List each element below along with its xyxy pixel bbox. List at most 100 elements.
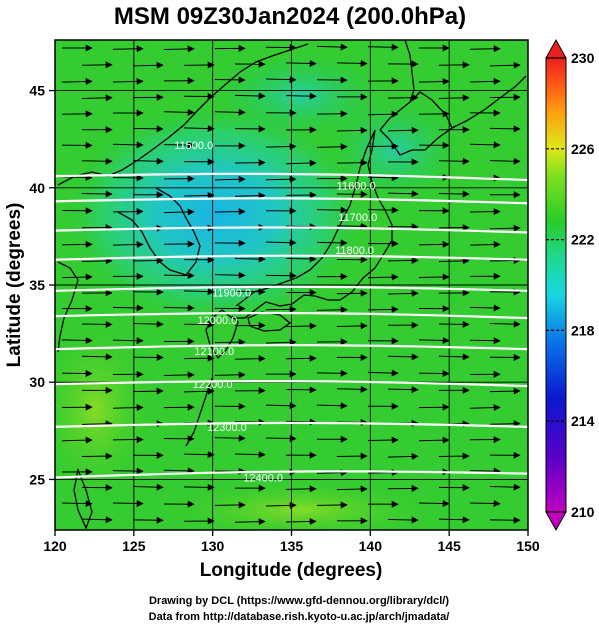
- wind-arrow: [265, 338, 297, 346]
- wind-arrow: [285, 322, 317, 330]
- wind-arrow: [163, 45, 195, 53]
- coastline-japan-main: [221, 129, 393, 319]
- wind-arrow: [367, 436, 399, 444]
- x-tick-label: 135: [280, 538, 304, 554]
- contour-line: [55, 470, 528, 479]
- wind-arrow: [367, 273, 399, 281]
- wind-arrow: [316, 306, 348, 314]
- contour-label: 11500.0: [174, 140, 213, 152]
- wind-arrow: [163, 403, 195, 411]
- wind-arrow: [81, 452, 113, 460]
- contour-line: [55, 197, 528, 205]
- wind-arrow: [132, 257, 164, 265]
- wind-arrow: [418, 78, 450, 86]
- wind-arrow: [336, 222, 368, 230]
- wind-arrow: [316, 43, 348, 51]
- wind-arrow: [183, 483, 215, 491]
- wind-arrow: [61, 110, 93, 118]
- wind-arrow: [163, 371, 195, 379]
- wind-arrow: [316, 402, 348, 410]
- x-tick-label: 120: [43, 538, 67, 554]
- colorbar: 210 214 218 222 226 230: [545, 38, 595, 532]
- wind-arrow: [81, 94, 113, 102]
- wind-arrow: [387, 353, 419, 361]
- wind-arrow: [285, 159, 317, 167]
- wind-arrow: [438, 353, 470, 361]
- wind-arrow: [132, 387, 164, 395]
- contour-label: 11900.0: [212, 288, 251, 300]
- wind-arrow: [438, 257, 470, 265]
- wind-arrow: [316, 469, 348, 477]
- footer-credit: Drawing by DCL (https://www.gfd-dennou.o…: [149, 595, 449, 607]
- colorbar-tick-label: 210: [571, 504, 595, 520]
- wind-arrow: [438, 452, 470, 460]
- coastline-sakhalin: [404, 40, 415, 103]
- contour-line: [55, 254, 528, 261]
- wind-arrow: [81, 353, 113, 361]
- wind-arrow: [336, 485, 368, 493]
- colorbar-tick-label: 230: [571, 50, 595, 66]
- coastline-korea: [117, 187, 201, 276]
- wind-arrow: [81, 157, 113, 165]
- wind-arrow: [489, 61, 521, 69]
- wind-arrow: [214, 76, 246, 84]
- y-tick-label: 25: [29, 471, 45, 487]
- wind-arrow: [112, 241, 144, 249]
- wind-arrow: [418, 240, 450, 248]
- wind-arrow: [214, 371, 246, 379]
- wind-arrow: [214, 271, 246, 279]
- wind-arrow: [61, 240, 93, 248]
- wind-arrow: [163, 141, 195, 149]
- colorbar-gradient: [545, 57, 567, 513]
- wind-arrow: [163, 272, 195, 280]
- warm-shading-southwest: [55, 320, 155, 500]
- wind-arrow: [489, 320, 521, 328]
- chart-title: MSM 09Z30Jan2024 (200.0hPa): [114, 3, 466, 30]
- wind-arrow: [336, 289, 368, 297]
- wind-arrow: [112, 304, 144, 312]
- wind-arrow: [469, 77, 501, 85]
- contour-label: 11700.0: [338, 212, 377, 224]
- wind-arrow: [438, 190, 470, 198]
- wind-arrow: [387, 94, 419, 102]
- colorbar-top-extension: [545, 38, 567, 59]
- contour-label: 11800.0: [335, 245, 374, 257]
- wind-arrow: [285, 255, 317, 263]
- wind-arrow: [265, 175, 297, 183]
- wind-arrow: [387, 289, 419, 297]
- wind-arrow: [489, 125, 521, 133]
- wind-arrow: [163, 208, 195, 216]
- wind-arrow: [112, 45, 144, 53]
- wind-arrow: [469, 304, 501, 312]
- wind-arrow: [489, 157, 521, 165]
- wind-arrow: [367, 206, 399, 214]
- wind-arrow: [489, 420, 521, 428]
- wind-arrow: [336, 322, 368, 330]
- wind-arrow: [214, 208, 246, 216]
- wind-arrow: [367, 174, 399, 182]
- wind-vector-field: [61, 43, 521, 526]
- wind-arrow: [265, 76, 297, 84]
- wind-arrow: [469, 241, 501, 249]
- wind-arrow: [387, 190, 419, 198]
- contour-label: 12100.0: [194, 346, 234, 358]
- wind-arrow: [81, 190, 113, 198]
- wind-arrow: [285, 92, 317, 100]
- wind-arrow: [469, 404, 501, 412]
- wind-arrow: [418, 336, 450, 344]
- wind-arrow: [61, 78, 93, 86]
- wind-arrow: [234, 288, 266, 296]
- wind-arrow: [336, 159, 368, 167]
- wind-arrow: [234, 192, 266, 200]
- wind-arrow: [265, 402, 297, 410]
- wind-arrow: [265, 434, 297, 442]
- wind-arrow: [234, 92, 266, 100]
- wind-arrow: [61, 273, 93, 281]
- wind-arrow: [61, 436, 93, 444]
- wind-arrow: [387, 386, 419, 394]
- wind-arrow: [81, 420, 113, 428]
- wind-arrow: [316, 143, 348, 151]
- wind-arrow: [438, 94, 470, 102]
- wind-arrow: [214, 108, 246, 116]
- wind-arrow: [469, 467, 501, 475]
